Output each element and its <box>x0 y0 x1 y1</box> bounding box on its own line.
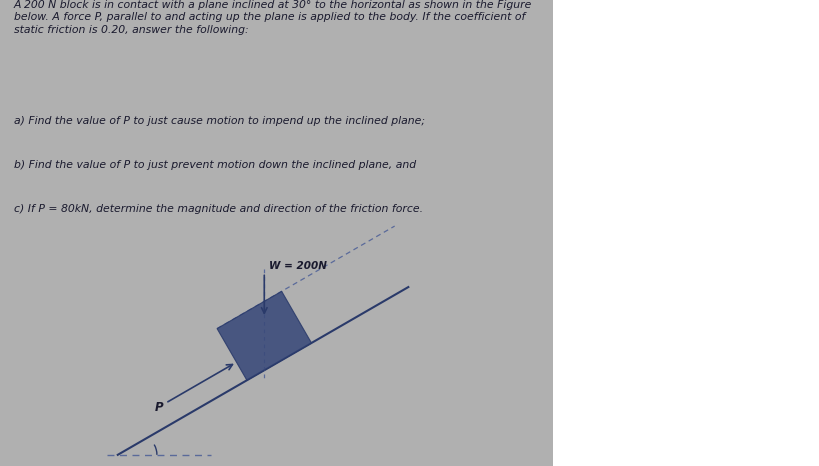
Text: W = 200N: W = 200N <box>269 260 327 271</box>
Text: A 200 N block is in contact with a plane inclined at 30° to the horizontal as sh: A 200 N block is in contact with a plane… <box>14 0 532 35</box>
Text: P: P <box>155 401 164 414</box>
Text: c) If P = 80kN, determine the magnitude and direction of the friction force.: c) If P = 80kN, determine the magnitude … <box>14 204 423 213</box>
Bar <box>553 0 819 466</box>
Polygon shape <box>217 291 311 380</box>
Text: b) Find the value of P to just prevent motion down the inclined plane, and: b) Find the value of P to just prevent m… <box>14 160 416 170</box>
Text: a) Find the value of P to just cause motion to impend up the inclined plane;: a) Find the value of P to just cause mot… <box>14 116 425 126</box>
